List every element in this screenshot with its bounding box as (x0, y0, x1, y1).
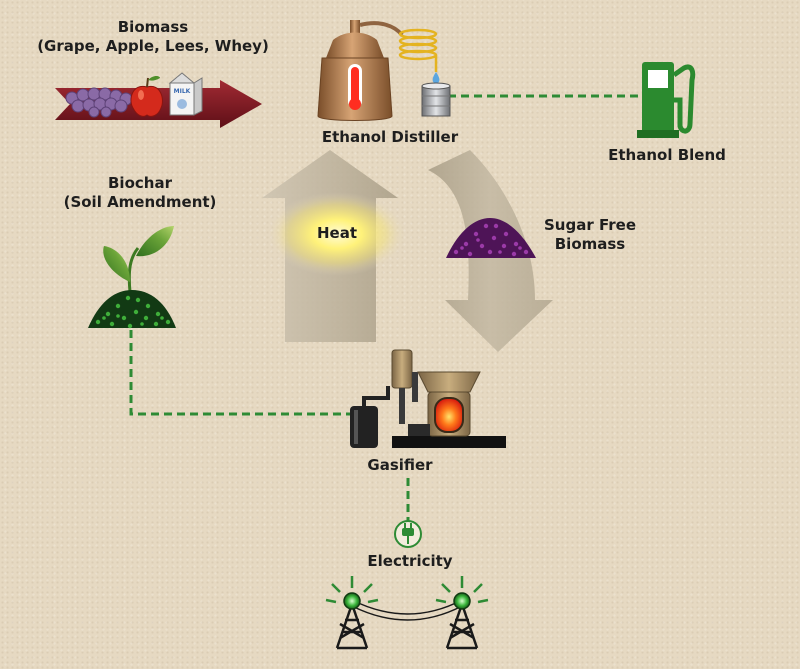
heat-glow (267, 192, 407, 276)
fuel-pump-icon (637, 62, 696, 138)
heat-label: Heat (316, 224, 358, 242)
tower-node-right (453, 592, 471, 610)
grapes-icon (65, 87, 133, 118)
biochar-pile-icon (88, 290, 176, 329)
biomass-label: Biomass (Grape, Apple, Lees, Whey) (20, 18, 286, 56)
electricity-label: Electricity (367, 552, 453, 570)
apple-icon (130, 76, 163, 117)
drip-icon (432, 72, 440, 84)
biochar-to-gasifier-line (129, 330, 352, 416)
gasifier-icon (350, 349, 506, 448)
condenser-coil-icon (398, 28, 438, 72)
milk-carton-icon: MILK (168, 72, 203, 116)
tower-node-left (343, 592, 361, 610)
power-line-wires (351, 599, 463, 621)
sugar-free-biomass-label: Sugar Free Biomass (530, 216, 650, 254)
biochar-subtitle: (Soil Amendment) (63, 193, 217, 211)
distiller-label: Ethanol Distiller (321, 128, 459, 146)
biomass-subtitle: (Grape, Apple, Lees, Whey) (37, 37, 269, 55)
biomass-title: Biomass (117, 18, 189, 36)
sugar-free-line-2: Biomass (554, 235, 626, 253)
purple-biomass-pile-icon (446, 218, 536, 258)
ethanol-blend-label: Ethanol Blend (608, 146, 726, 164)
plant-sprout-icon (103, 226, 174, 293)
power-sparks (325, 576, 489, 604)
milk-carton-label: MILK (174, 88, 191, 95)
barrel-icon (421, 82, 451, 117)
gasifier-label: Gasifier (367, 456, 433, 474)
biochar-title: Biochar (108, 174, 172, 192)
still-icon (317, 20, 404, 121)
sugar-free-line-1: Sugar Free (544, 216, 636, 234)
plug-icon (394, 520, 422, 548)
biochar-label: Biochar (Soil Amendment) (50, 174, 230, 212)
